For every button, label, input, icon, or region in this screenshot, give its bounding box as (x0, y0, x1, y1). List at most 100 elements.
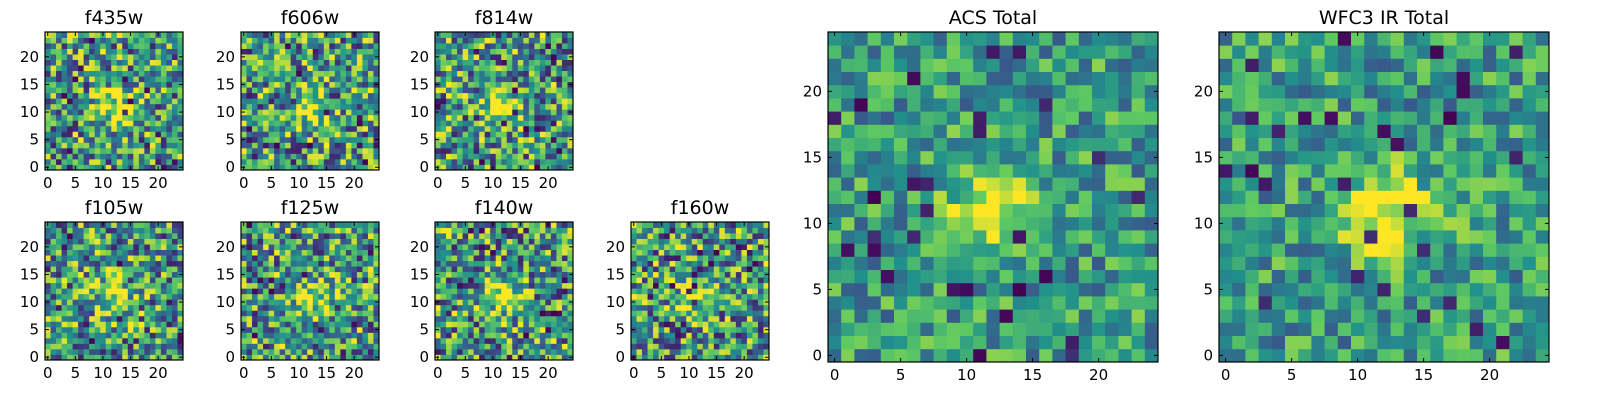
heatmap-cell (828, 322, 842, 336)
heatmap-cell (468, 244, 475, 250)
heatmap-cell (495, 348, 502, 355)
heatmap-cell (155, 103, 162, 110)
heatmap-cell (329, 299, 336, 306)
heatmap-cell (122, 260, 129, 267)
heatmap-cell (83, 158, 90, 165)
heatmap-cell (457, 70, 463, 77)
heatmap-cell (144, 43, 151, 49)
heatmap-cell (550, 288, 557, 295)
heatmap-cell (246, 315, 253, 322)
heatmap-cell (323, 238, 330, 245)
heatmap-cell (724, 354, 731, 361)
heatmap-cell (312, 244, 319, 250)
heatmap-cell (340, 277, 347, 284)
heatmap-cell (545, 227, 552, 234)
heatmap-cell (268, 114, 275, 121)
heatmap-cell (373, 153, 380, 160)
heatmap-cell (307, 288, 314, 295)
heatmap-cell (669, 249, 676, 256)
heatmap-cell (127, 326, 134, 333)
heatmap-cell (512, 260, 519, 267)
heatmap-cell (50, 266, 57, 273)
heatmap-cell (274, 282, 281, 289)
heatmap-cell (345, 92, 352, 99)
heatmap-cell (67, 65, 73, 72)
heatmap-cell (116, 354, 123, 361)
heatmap-cell (686, 282, 693, 289)
heatmap-cell (735, 315, 742, 322)
heatmap-cell (534, 70, 541, 77)
heatmap-cell (473, 87, 480, 94)
heatmap-cell (111, 227, 118, 234)
heatmap-cell (100, 337, 107, 344)
heatmap-cell (567, 92, 574, 99)
heatmap-cell (367, 354, 374, 361)
heatmap-cell (241, 158, 247, 165)
heatmap-cell (50, 304, 57, 311)
heatmap-cell (246, 326, 253, 333)
heatmap-cell (523, 222, 530, 228)
heatmap-cell (528, 266, 535, 273)
heatmap-cell (713, 244, 720, 250)
heatmap-cell (246, 103, 253, 110)
heatmap-cell (122, 37, 129, 44)
heatmap-cell (484, 260, 491, 267)
heatmap-cell (468, 81, 475, 88)
heatmap-cell (116, 332, 123, 339)
heatmap-cell (285, 299, 292, 306)
heatmap-cell (1078, 348, 1093, 363)
heatmap-cell (735, 282, 742, 289)
heatmap-cell (105, 114, 112, 121)
heatmap-cell (301, 238, 308, 245)
heatmap-cell (329, 147, 336, 154)
heatmap-cell (880, 177, 895, 191)
heatmap-cell (105, 76, 112, 83)
heatmap-cell (713, 238, 720, 245)
heatmap-cell (45, 43, 51, 49)
heatmap-cell (83, 37, 90, 44)
heatmap-cell (177, 37, 184, 44)
heatmap-cell (435, 92, 441, 99)
heatmap-cell (1078, 164, 1093, 178)
heatmap-cell (435, 227, 441, 234)
heatmap-cell (312, 54, 319, 60)
heatmap-cell (462, 337, 469, 344)
heatmap-cell (567, 343, 574, 350)
heatmap-cell (457, 92, 463, 99)
heatmap-cell (550, 332, 557, 339)
heatmap-cell (680, 282, 687, 289)
heatmap-cell (149, 348, 156, 355)
heatmap-cell (274, 142, 281, 149)
heatmap-cell (473, 266, 480, 273)
heatmap-cell (241, 332, 247, 339)
heatmap-cell (301, 142, 308, 149)
heatmap-cell (484, 266, 491, 273)
heatmap-cell (100, 142, 107, 149)
heatmap-cell (462, 76, 469, 83)
heatmap-cell (334, 282, 341, 289)
heatmap-cell (45, 293, 51, 300)
heatmap-cell (116, 227, 123, 234)
heatmap-cell (105, 343, 112, 350)
heatmap-cell (323, 249, 330, 256)
heatmap-cell (246, 260, 253, 267)
heatmap-cell (285, 120, 292, 127)
heatmap-cell (144, 326, 151, 333)
heatmap-cell (177, 293, 184, 300)
heatmap-cell (334, 244, 341, 250)
heatmap-cell (122, 321, 129, 328)
heatmap-cell (111, 293, 118, 300)
heatmap-cell (246, 92, 253, 99)
heatmap-cell (105, 304, 112, 311)
heatmap-cell (457, 304, 463, 311)
heatmap-cell (334, 59, 341, 66)
heatmap-cell (307, 299, 314, 306)
heatmap-cell (246, 114, 253, 121)
heatmap-cell (506, 304, 513, 311)
heatmap-cell (177, 238, 184, 245)
heatmap-cell (56, 81, 62, 88)
heatmap-cell (356, 37, 363, 44)
heatmap-cell (658, 271, 665, 278)
heatmap-cell (301, 32, 308, 38)
heatmap-cell (506, 98, 513, 105)
